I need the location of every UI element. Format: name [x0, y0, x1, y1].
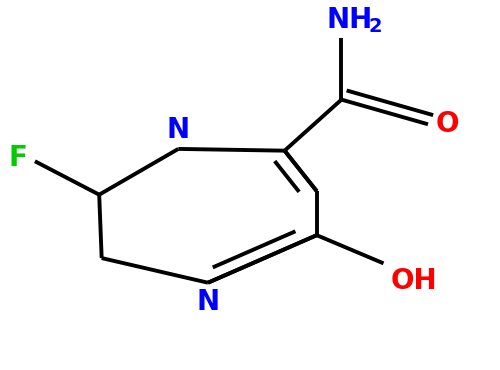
- Text: O: O: [436, 110, 459, 138]
- Text: OH: OH: [391, 267, 438, 295]
- Text: 2: 2: [368, 17, 382, 36]
- Text: NH: NH: [326, 6, 373, 34]
- Text: F: F: [8, 144, 28, 172]
- Text: N: N: [166, 116, 190, 144]
- Text: N: N: [196, 288, 220, 316]
